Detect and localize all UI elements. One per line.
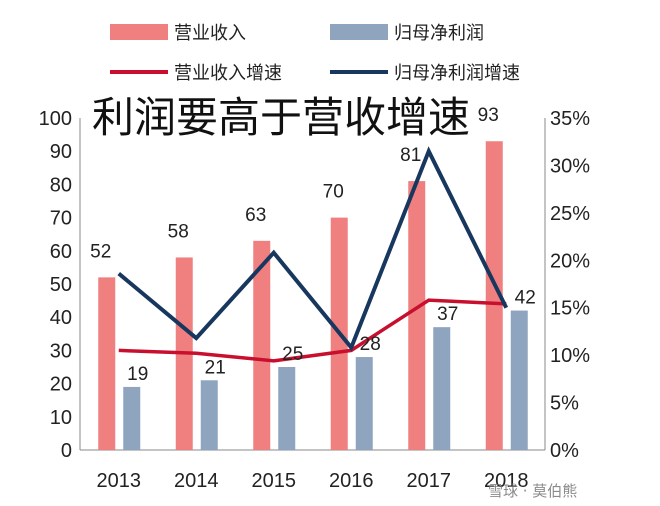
profit-bar [433, 327, 451, 450]
right-tick-label: 0% [550, 440, 579, 462]
right-tick-label: 30% [550, 155, 590, 177]
overlay-text: 利润要高于营收增速 [92, 93, 470, 142]
x-tick-label: 2013 [97, 470, 142, 492]
revenue-bar-label: 52 [90, 241, 111, 262]
legend-profit-growth-label: 归母净利润增速 [394, 63, 520, 84]
left-tick-label: 20 [50, 374, 72, 396]
revenue-bar-label: 70 [323, 182, 344, 203]
legend-revenue-swatch [110, 24, 168, 40]
profit-bar [510, 310, 528, 450]
right-tick-label: 20% [550, 250, 590, 272]
right-tick-label: 35% [550, 108, 590, 130]
left-tick-label: 70 [50, 208, 72, 230]
left-tick-label: 0 [61, 440, 72, 462]
left-tick-label: 90 [50, 141, 72, 163]
profit-bar [123, 386, 141, 450]
profit-bar-label: 19 [127, 364, 148, 385]
legend-profit-swatch [330, 24, 388, 40]
profit-bar [355, 357, 373, 450]
lines [117, 146, 509, 363]
profit-bar [278, 367, 296, 450]
legend-revenue-growth-label: 营业收入增速 [174, 63, 282, 84]
profit-bar-label: 37 [437, 304, 458, 325]
left-axis: 0 10 20 30 40 50 60 70 80 90 100 [39, 108, 81, 462]
profit-growth-line [117, 146, 509, 352]
x-tick-label: 2016 [329, 470, 374, 492]
x-axis: 2013 2014 2015 2016 2017 2018 [80, 449, 545, 492]
revenue-bar-label: 58 [168, 221, 189, 242]
x-tick-label: 2017 [407, 470, 452, 492]
x-tick-label: 2015 [252, 470, 297, 492]
revenue-growth-line [118, 298, 507, 363]
left-tick-label: 40 [50, 307, 72, 329]
right-tick-label: 15% [550, 298, 590, 320]
profit-bar-label: 21 [205, 357, 226, 378]
left-tick-label: 50 [50, 274, 72, 296]
bars [98, 141, 528, 451]
profit-bar-label: 25 [282, 344, 303, 365]
left-tick-label: 100 [39, 108, 72, 130]
left-tick-label: 10 [50, 407, 72, 429]
right-axis: 0% 5% 10% 15% 20% 25% 30% 35% [544, 108, 590, 462]
profit-bar [200, 380, 218, 450]
revenue-bar [253, 240, 271, 450]
revenue-bar [98, 277, 116, 450]
revenue-bar-label: 93 [478, 105, 499, 126]
legend-revenue-label: 营业收入 [174, 23, 246, 44]
revenue-bar-label: 81 [400, 145, 421, 166]
right-tick-label: 25% [550, 203, 590, 225]
profit-bar-label: 28 [360, 334, 381, 355]
right-tick-label: 10% [550, 345, 590, 367]
profit-bar-label: 42 [515, 288, 536, 309]
x-tick-label: 2018 [484, 470, 529, 492]
data-labels: 52 58 63 70 81 93 19 21 25 28 37 42 [90, 105, 536, 385]
left-tick-label: 30 [50, 340, 72, 362]
right-tick-label: 5% [550, 393, 579, 415]
left-tick-label: 60 [50, 241, 72, 263]
revenue-bar [485, 141, 503, 451]
left-tick-label: 80 [50, 174, 72, 196]
x-tick-label: 2014 [174, 470, 219, 492]
revenue-bar-label: 63 [245, 205, 266, 226]
legend-profit-label: 归母净利润 [394, 23, 484, 44]
revenue-bar [408, 181, 426, 450]
watermark: 雪球 · 莫伯熊 [488, 482, 577, 500]
